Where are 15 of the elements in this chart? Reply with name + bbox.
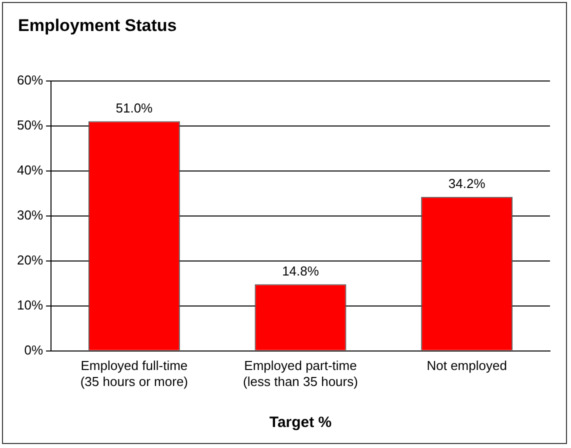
y-tick-label: 40% [16,162,44,178]
x-axis-title: Target % [269,414,332,432]
y-tick-label: 0% [24,342,44,358]
x-tick-label: Not employed [426,358,507,374]
x-tick-label: Employed full-time (35 hours or more) [80,358,188,389]
y-tick-label: 10% [16,297,44,312]
y-tick-label: 30% [16,207,44,222]
data-label: 34.2% [448,176,486,191]
x-tick-label: Employed part-time (less than 35 hours) [243,358,358,389]
y-tick-label: 50% [16,117,44,132]
data-label: 51.0% [116,100,154,116]
chart-title: Employment Status [18,16,177,36]
data-label: 14.8% [282,263,320,278]
y-tick-label: 60% [16,72,44,88]
y-tick-label: 20% [16,252,44,268]
